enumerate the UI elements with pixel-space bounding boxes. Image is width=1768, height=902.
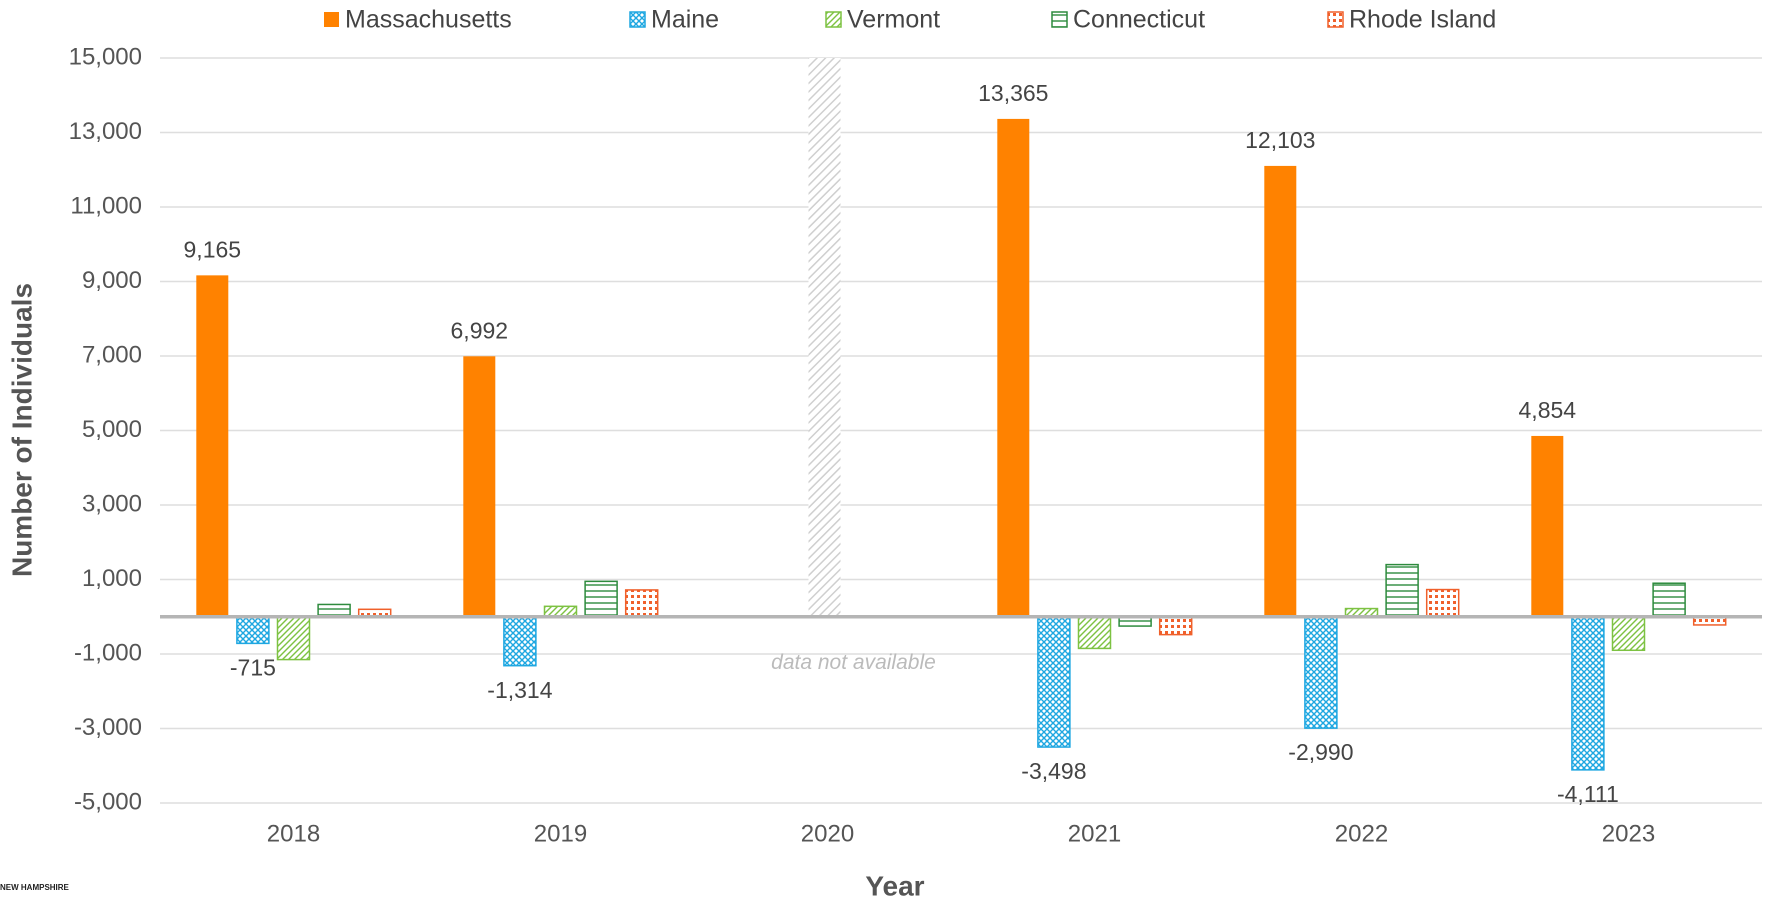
x-axis-title: Year <box>865 870 924 901</box>
bar <box>1304 616 1338 729</box>
data-label: -3,498 <box>1021 758 1086 784</box>
legend-swatch <box>1051 11 1068 28</box>
y-tick-label: -5,000 <box>74 788 142 815</box>
logo: NEW HAMPSHIRE <box>0 883 70 892</box>
data-label: 6,992 <box>451 317 509 343</box>
legend-swatch <box>1327 11 1344 28</box>
data-label: -715 <box>230 654 276 680</box>
bar <box>1264 165 1297 617</box>
y-tick-label: 13,000 <box>69 118 142 145</box>
data-label: -2,990 <box>1288 739 1353 765</box>
legend-swatch <box>825 11 842 28</box>
legend-label: Maine <box>651 6 719 34</box>
legend-swatch <box>629 11 646 28</box>
legend-label: Vermont <box>847 6 940 34</box>
bar <box>1077 616 1112 650</box>
x-tick-label: 2023 <box>1602 820 1655 847</box>
x-tick-label: 2018 <box>267 820 320 847</box>
y-tick-label: 1,000 <box>82 565 142 592</box>
y-tick-label: 3,000 <box>82 490 142 517</box>
unavailable-column <box>808 58 841 617</box>
x-tick-label: 2022 <box>1335 820 1388 847</box>
bar <box>584 580 618 618</box>
bar <box>236 616 270 645</box>
legend-label: Connecticut <box>1073 6 1205 34</box>
y-tick-label: 5,000 <box>82 416 142 443</box>
legend-label: Massachusetts <box>345 6 512 34</box>
legend-label: Rhode Island <box>1349 6 1496 34</box>
data-label: 4,854 <box>1519 397 1577 423</box>
y-tick-label: -1,000 <box>74 639 142 666</box>
bar <box>1611 616 1646 652</box>
annotation: data not available <box>771 651 936 674</box>
y-tick-label: 9,000 <box>82 267 142 294</box>
y-tick-label: 15,000 <box>69 43 142 70</box>
bar <box>624 589 659 618</box>
y-tick-label: 11,000 <box>70 192 142 219</box>
y-tick-label: -3,000 <box>74 714 142 741</box>
bar <box>997 118 1030 617</box>
bar <box>1158 616 1193 636</box>
bar <box>196 275 229 617</box>
legend-swatch <box>324 12 339 27</box>
data-label: 13,365 <box>978 80 1048 106</box>
bar <box>276 616 311 661</box>
bar <box>1037 616 1071 748</box>
x-tick-label: 2019 <box>534 820 587 847</box>
bar <box>1531 435 1564 617</box>
bar <box>1425 588 1460 618</box>
bar <box>503 616 537 667</box>
x-tick-label: 2020 <box>801 820 854 847</box>
y-axis-title: Number of Individuals <box>6 283 37 577</box>
bar <box>1571 616 1605 771</box>
x-tick-label: 2021 <box>1068 820 1121 847</box>
bar <box>463 356 496 617</box>
data-label: -1,314 <box>487 677 552 703</box>
bar <box>1385 563 1419 618</box>
data-label: 12,103 <box>1245 127 1315 153</box>
y-tick-label: 7,000 <box>82 341 142 368</box>
bar <box>1652 582 1686 618</box>
bar <box>317 603 351 618</box>
data-label: 9,165 <box>184 236 242 262</box>
data-label: -4,111 <box>1557 781 1619 807</box>
